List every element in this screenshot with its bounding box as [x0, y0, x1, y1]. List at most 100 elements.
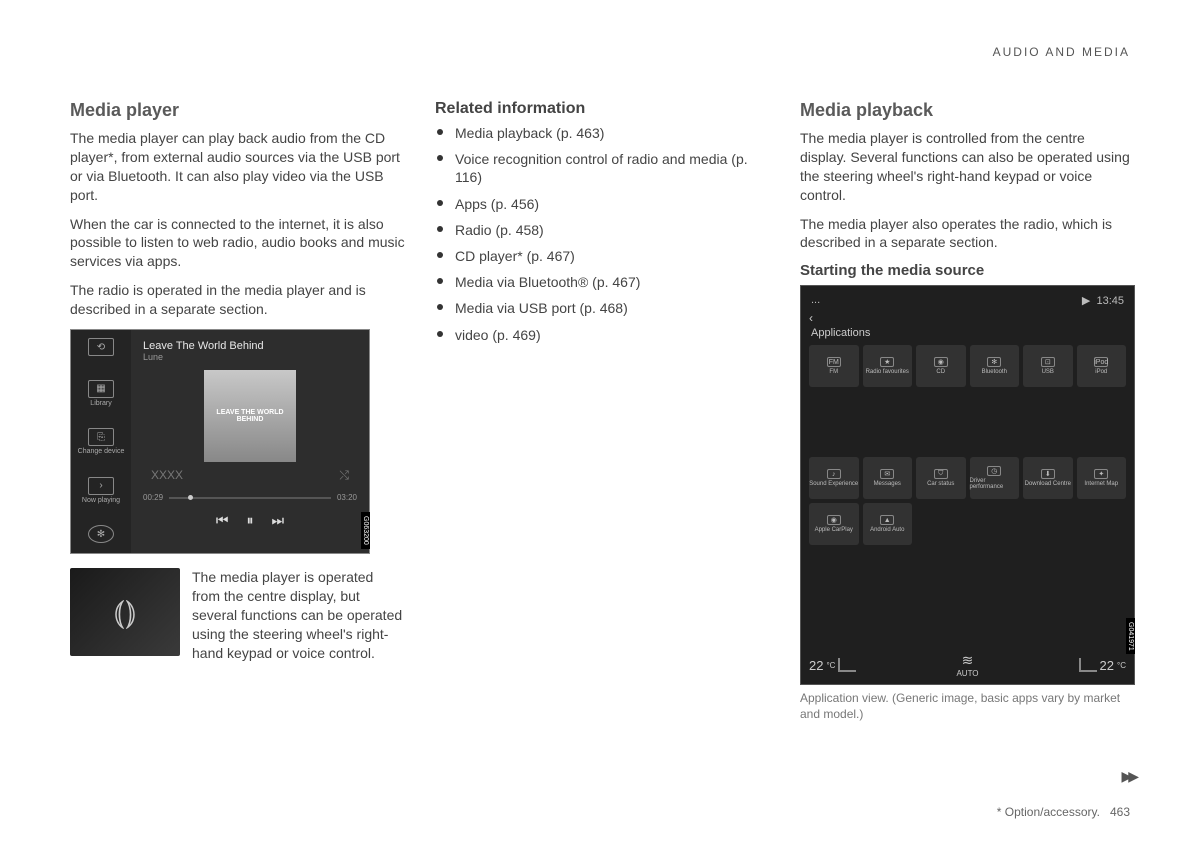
column-related-info: Related information Media playback (p. 4… — [435, 100, 770, 723]
shuffle-left: XXXX — [151, 468, 183, 483]
app-tile-icon: ✻ — [987, 357, 1001, 367]
app-tile-label: Sound Experience — [809, 481, 858, 487]
app-tile-icon: iPod — [1094, 357, 1108, 367]
footnote: * Option/accessory. — [997, 805, 1100, 819]
voice-caption: The media player is operated from the ce… — [192, 568, 405, 662]
app-tile: ◷ Driver performance — [970, 457, 1020, 499]
signal-icon: ... — [811, 294, 820, 307]
app-tile: FM FM — [809, 345, 859, 387]
paragraph: The media player also operates the radio… — [800, 215, 1135, 253]
app-tile-label: Messages — [874, 481, 901, 487]
library-icon: ▦ — [88, 380, 114, 398]
section-header: AUDIO AND MEDIA — [993, 45, 1130, 59]
list-item: CD player* (p. 467) — [435, 247, 770, 265]
related-list: Media playback (p. 463) Voice recognitio… — [435, 124, 770, 344]
app-tile-label: Apple CarPlay — [815, 527, 853, 533]
now-playing-icon: › — [88, 477, 114, 495]
clock: 13:45 — [1096, 295, 1124, 307]
list-item: video (p. 469) — [435, 326, 770, 344]
app-tile-label: iPod — [1095, 369, 1107, 375]
voice-control-icon: ⦅⦆ — [70, 568, 180, 656]
seat-icon — [838, 658, 856, 672]
back-icon: ‹ — [809, 311, 1126, 325]
list-item: Media via Bluetooth® (p. 467) — [435, 273, 770, 291]
sidebar-item: ⟲ — [71, 338, 131, 358]
app-tile: ◉Apple CarPlay — [809, 503, 859, 545]
sidebar-item: ▦Library — [71, 380, 131, 407]
app-tile-label: Car status — [927, 481, 954, 487]
play-icon: ▶ — [1082, 295, 1090, 307]
list-item: Voice recognition control of radio and m… — [435, 150, 770, 186]
app-tile: ✉ Messages — [863, 457, 913, 499]
media-player-screenshot: ⟲ ▦Library ⎘Change device ›Now playing ✻… — [70, 329, 370, 554]
app-tile: ⊡ USB — [1023, 345, 1073, 387]
app-tile-icon: ▲ — [880, 515, 894, 525]
paragraph: The media player can play back audio fro… — [70, 129, 405, 205]
page-footer: * Option/accessory. 463 — [997, 805, 1130, 819]
app-tile-icon: ⬇ — [1041, 469, 1055, 479]
shuffle-icon: ⤭ — [339, 468, 349, 483]
pause-icon: ⏸ — [247, 512, 254, 529]
paragraph: The media player is controlled from the … — [800, 129, 1135, 205]
app-tile-label: USB — [1042, 369, 1054, 375]
app-tile: ⛉ Car status — [916, 457, 966, 499]
app-tile-label: Bluetooth — [982, 369, 1007, 375]
app-tile: ✦ Internet Map — [1077, 457, 1127, 499]
heading-starting-source: Starting the media source — [800, 262, 1135, 279]
app-tile: ▲ Android Auto — [863, 503, 913, 545]
app-tile-icon: FM — [827, 357, 841, 367]
image-reference: G063200 — [361, 512, 370, 549]
bluetooth-icon: ✻ — [88, 525, 114, 543]
list-item: Media via USB port (p. 468) — [435, 299, 770, 317]
app-tile-label: Internet Map — [1084, 481, 1118, 487]
fan-icon: ≋ — [956, 652, 978, 669]
app-tile-icon: ✦ — [1094, 469, 1108, 479]
time-total: 03:20 — [337, 493, 357, 502]
app-tile: ★Radio favourites — [863, 345, 913, 387]
app-header: Applications — [809, 325, 1126, 345]
app-tile-icon: ✉ — [880, 469, 894, 479]
heading-media-player: Media player — [70, 100, 405, 121]
app-tile-label: FM — [829, 369, 838, 375]
application-view-screenshot: ... ▶ 13:45 ‹ Applications FM FM ★Radio fa… — [800, 285, 1135, 685]
app-tile: iPod iPod — [1077, 345, 1127, 387]
heading-related-info: Related information — [435, 100, 770, 118]
heading-media-playback: Media playback — [800, 100, 1135, 121]
column-media-player: Media player The media player can play b… — [70, 100, 405, 723]
sidebar-item: ✻ — [71, 525, 131, 545]
paragraph: When the car is connected to the interne… — [70, 215, 405, 272]
app-tile-icon: ◷ — [987, 466, 1001, 476]
app-tile: ♪ Sound Experience — [809, 457, 859, 499]
app-tile-label: CD — [936, 369, 945, 375]
progress-bar: 00:29 03:20 — [143, 493, 357, 502]
app-tile-icon: ♪ — [827, 469, 841, 479]
change-device-icon: ⎘ — [88, 428, 114, 446]
track-artist: Lune — [143, 352, 357, 362]
list-item: Radio (p. 458) — [435, 221, 770, 239]
temp-right: 22°C — [1079, 658, 1126, 673]
app-tile-icon: ◉ — [934, 357, 948, 367]
usb-icon: ⟲ — [88, 338, 114, 356]
page-number: 463 — [1110, 805, 1130, 819]
album-art: LEAVE THE WORLD BEHIND — [204, 370, 296, 462]
continue-icon: ▶▶ — [1121, 768, 1135, 785]
list-item: Apps (p. 456) — [435, 195, 770, 213]
app-tile-label: Radio favourites — [866, 369, 909, 375]
sidebar-item: ⎘Change device — [71, 428, 131, 455]
image-caption: Application view. (Generic image, basic … — [800, 691, 1135, 722]
fan-control: ≋AUTO — [956, 652, 978, 678]
image-reference: G041971 — [1126, 618, 1135, 655]
app-tile-icon: ⛉ — [934, 469, 948, 479]
prev-icon: ⏮ — [216, 512, 229, 529]
seat-icon — [1079, 658, 1097, 672]
app-tile: ⬇Download Centre — [1023, 457, 1073, 499]
time-elapsed: 00:29 — [143, 493, 163, 502]
app-tile-icon: ⊡ — [1041, 357, 1055, 367]
temp-left: 22°C — [809, 658, 856, 673]
transport-controls: ⏮ ⏸ ⏭ — [143, 512, 357, 529]
app-tile-label: Android Auto — [870, 527, 904, 533]
list-item: Media playback (p. 463) — [435, 124, 770, 142]
app-tile: ◉ CD — [916, 345, 966, 387]
app-tile-label: Driver performance — [970, 478, 1020, 490]
sidebar-item: ›Now playing — [71, 477, 131, 504]
